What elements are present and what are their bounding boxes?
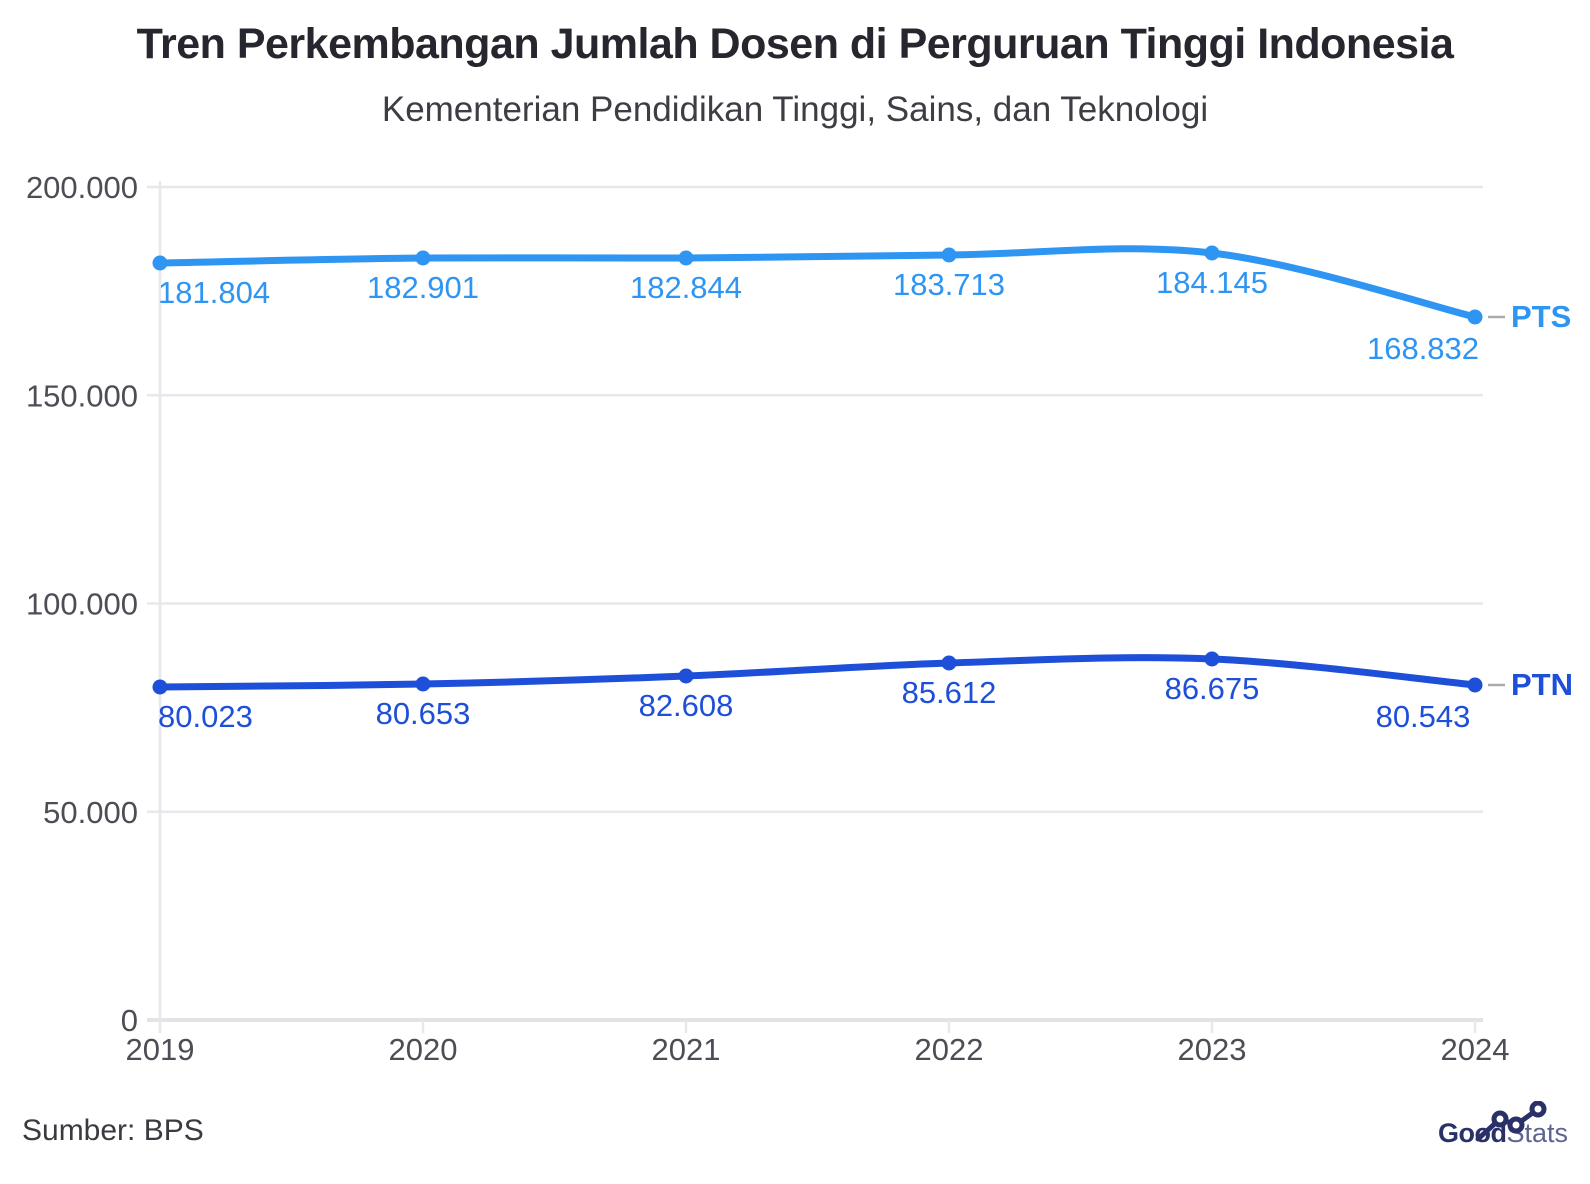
data-value-label-ptn: 82.608 [639, 688, 734, 723]
x-axis-tick-label: 2021 [652, 1032, 721, 1067]
data-value-label-ptn: 80.543 [1376, 699, 1471, 734]
data-point-ptn [415, 676, 431, 692]
data-point-pts [152, 255, 168, 271]
data-value-label-ptn: 80.653 [376, 696, 471, 731]
data-point-ptn [1467, 677, 1483, 693]
x-axis-tick-label: 2022 [915, 1032, 984, 1067]
y-axis-tick-label: 100.000 [26, 587, 138, 622]
series-line-ptn [156, 654, 1479, 691]
source-note: Sumber: BPS [22, 1114, 204, 1147]
data-value-label-ptn: 80.023 [158, 699, 253, 734]
page-title: Tren Perkembangan Jumlah Dosen di Pergur… [136, 20, 1454, 68]
y-axis-tick-label: 50.000 [43, 795, 138, 830]
data-value-label-pts: 184.145 [1156, 265, 1268, 300]
y-axis-tick-label: 0 [121, 1003, 138, 1038]
y-axis-tick-label: 150.000 [26, 378, 138, 413]
x-axis-tick-label: 2024 [1441, 1032, 1510, 1067]
data-value-label-pts: 181.804 [158, 275, 270, 310]
y-axis-tick-label: 200.000 [26, 170, 138, 205]
data-value-label-ptn: 85.612 [902, 675, 997, 710]
data-value-label-ptn: 86.675 [1165, 671, 1260, 706]
data-point-pts [1204, 245, 1220, 261]
rising-line-chart-icon [1475, 1101, 1547, 1142]
data-point-pts [941, 247, 957, 263]
data-value-label-pts: 183.713 [893, 267, 1005, 302]
data-value-label-pts: 168.832 [1367, 331, 1479, 366]
data-value-label-pts: 182.901 [367, 270, 479, 305]
data-point-pts [1467, 309, 1483, 325]
goodstats-logo: GoodStats [1438, 1101, 1568, 1149]
x-axis-tick-label: 2019 [126, 1032, 195, 1067]
data-point-ptn [152, 679, 168, 695]
series-line-pts [156, 245, 1479, 321]
data-point-pts [415, 250, 431, 266]
x-axis-tick-label: 2023 [1178, 1032, 1247, 1067]
x-axis-tick-label: 2020 [389, 1032, 458, 1067]
page-subtitle: Kementerian Pendidikan Tinggi, Sains, da… [381, 90, 1209, 129]
data-point-pts [678, 250, 694, 266]
data-value-label-pts: 182.844 [630, 270, 742, 305]
series-label-pts: PTS [1511, 299, 1571, 334]
series-label-ptn: PTN [1511, 667, 1573, 702]
data-point-ptn [678, 668, 694, 684]
data-point-ptn [1204, 651, 1220, 667]
data-point-ptn [941, 655, 957, 671]
